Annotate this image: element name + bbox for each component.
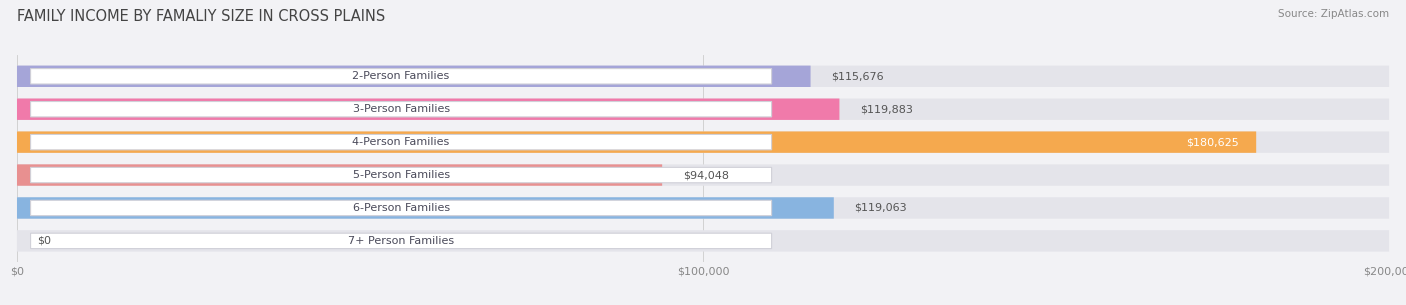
FancyBboxPatch shape <box>31 200 772 216</box>
FancyBboxPatch shape <box>31 167 772 183</box>
Text: $115,676: $115,676 <box>831 71 884 81</box>
Text: 4-Person Families: 4-Person Families <box>353 137 450 147</box>
FancyBboxPatch shape <box>17 197 1389 219</box>
Text: $180,625: $180,625 <box>1187 137 1239 147</box>
FancyBboxPatch shape <box>17 99 839 120</box>
Text: $119,063: $119,063 <box>855 203 907 213</box>
FancyBboxPatch shape <box>17 66 810 87</box>
Text: $94,048: $94,048 <box>683 170 728 180</box>
Text: Source: ZipAtlas.com: Source: ZipAtlas.com <box>1278 9 1389 19</box>
FancyBboxPatch shape <box>31 135 772 150</box>
FancyBboxPatch shape <box>17 131 1389 153</box>
FancyBboxPatch shape <box>17 197 834 219</box>
FancyBboxPatch shape <box>17 164 662 186</box>
Text: FAMILY INCOME BY FAMALIY SIZE IN CROSS PLAINS: FAMILY INCOME BY FAMALIY SIZE IN CROSS P… <box>17 9 385 24</box>
Text: $119,883: $119,883 <box>860 104 912 114</box>
Text: 7+ Person Families: 7+ Person Families <box>349 236 454 246</box>
Text: 6-Person Families: 6-Person Families <box>353 203 450 213</box>
FancyBboxPatch shape <box>17 99 1389 120</box>
Text: 5-Person Families: 5-Person Families <box>353 170 450 180</box>
FancyBboxPatch shape <box>17 66 1389 87</box>
FancyBboxPatch shape <box>17 164 1389 186</box>
FancyBboxPatch shape <box>31 233 772 249</box>
FancyBboxPatch shape <box>17 230 1389 252</box>
FancyBboxPatch shape <box>31 102 772 117</box>
Text: 2-Person Families: 2-Person Families <box>353 71 450 81</box>
FancyBboxPatch shape <box>17 131 1256 153</box>
Text: $0: $0 <box>38 236 52 246</box>
FancyBboxPatch shape <box>31 69 772 84</box>
Text: 3-Person Families: 3-Person Families <box>353 104 450 114</box>
